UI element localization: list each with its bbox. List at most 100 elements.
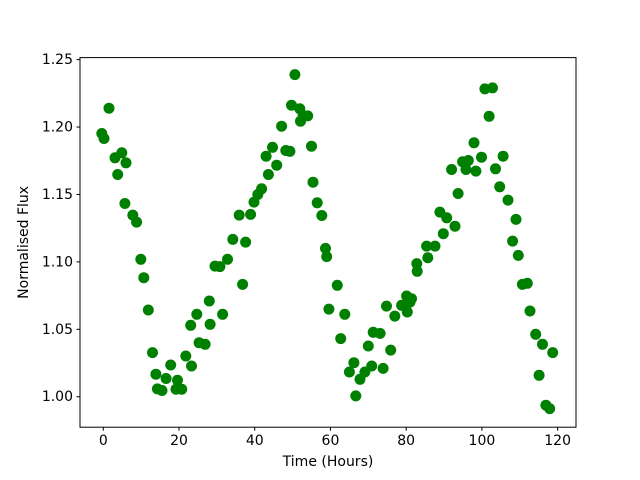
x-tick-label: 120 xyxy=(544,433,571,449)
data-point xyxy=(302,110,314,122)
data-point xyxy=(343,366,355,378)
data-point xyxy=(147,347,158,359)
data-point xyxy=(494,181,506,193)
data-point xyxy=(138,272,150,284)
data-point xyxy=(276,120,288,132)
data-point xyxy=(116,147,128,159)
data-point xyxy=(411,265,423,277)
data-point xyxy=(199,338,211,350)
data-point xyxy=(245,208,257,220)
data-point xyxy=(510,213,522,225)
data-point xyxy=(362,340,374,352)
data-point xyxy=(233,209,245,221)
data-point xyxy=(401,306,413,318)
data-point xyxy=(306,140,317,152)
data-point xyxy=(446,164,458,175)
data-point xyxy=(530,328,542,340)
y-tick-label: 1.00 xyxy=(42,389,73,405)
data-point xyxy=(289,69,301,81)
data-point xyxy=(452,188,464,199)
data-point xyxy=(307,176,319,188)
y-tick-label: 1.10 xyxy=(42,254,73,270)
y-axis-label: Normalised Flux xyxy=(16,186,32,299)
y-tick-label: 1.25 xyxy=(42,52,73,68)
data-point xyxy=(98,133,110,144)
data-point xyxy=(490,163,501,175)
data-point xyxy=(521,277,533,289)
data-point xyxy=(497,150,509,162)
y-tick-label: 1.05 xyxy=(42,322,73,338)
data-point xyxy=(544,403,556,415)
points-layer xyxy=(96,69,559,415)
data-point xyxy=(260,150,272,162)
data-point xyxy=(237,278,249,290)
data-point xyxy=(176,383,188,395)
data-point xyxy=(316,210,328,221)
data-point xyxy=(191,308,203,320)
data-point xyxy=(311,197,323,209)
data-point xyxy=(320,242,331,254)
data-point xyxy=(547,347,559,359)
data-point xyxy=(487,82,498,94)
data-point xyxy=(203,295,215,307)
data-point xyxy=(406,293,417,305)
data-point xyxy=(112,169,124,180)
data-point xyxy=(335,333,347,345)
data-point xyxy=(284,145,296,157)
data-point xyxy=(533,369,545,381)
x-tick-label: 40 xyxy=(246,433,264,449)
data-point xyxy=(449,220,461,232)
data-point xyxy=(350,390,362,402)
data-point xyxy=(366,360,378,372)
x-tick-label: 0 xyxy=(99,433,108,449)
data-point xyxy=(422,252,434,264)
data-point xyxy=(160,373,172,384)
data-point xyxy=(227,233,239,245)
data-point xyxy=(381,300,392,312)
data-point xyxy=(256,183,268,195)
data-point xyxy=(512,249,524,261)
data-point xyxy=(377,362,389,374)
x-axis-label: Time (Hours) xyxy=(282,454,374,470)
data-point xyxy=(348,357,360,369)
data-point xyxy=(156,385,168,396)
data-point xyxy=(262,169,274,180)
data-point xyxy=(103,102,115,114)
data-point xyxy=(120,157,132,169)
data-point xyxy=(267,141,278,153)
data-point xyxy=(321,251,333,263)
data-point xyxy=(240,236,252,248)
x-tick-label: 60 xyxy=(322,433,340,449)
x-tick-label: 80 xyxy=(397,433,415,449)
x-tick-label: 20 xyxy=(170,433,188,449)
data-point xyxy=(185,319,197,331)
data-point xyxy=(460,164,472,175)
data-point xyxy=(374,327,386,339)
data-point xyxy=(429,240,441,252)
x-tick-label: 100 xyxy=(469,433,496,449)
data-point xyxy=(214,261,226,273)
data-point xyxy=(385,344,397,356)
data-point xyxy=(462,155,474,166)
ticks-layer: 0 20 40 60 80 100 120 1.00 1.05 1.10 1.15 1.20 1.25 xyxy=(42,52,571,449)
data-point xyxy=(537,338,548,350)
data-point xyxy=(524,305,536,317)
data-point xyxy=(150,368,162,380)
data-point xyxy=(131,216,143,228)
data-point xyxy=(323,303,335,315)
data-point xyxy=(165,359,177,371)
data-point xyxy=(135,253,147,265)
y-tick-label: 1.20 xyxy=(42,120,73,136)
data-point xyxy=(507,235,519,247)
data-point xyxy=(119,198,131,209)
data-point xyxy=(421,240,433,252)
y-tick-label: 1.15 xyxy=(42,187,73,203)
data-point xyxy=(389,310,401,322)
data-point xyxy=(441,212,453,224)
data-point xyxy=(339,308,351,320)
data-point xyxy=(502,194,514,206)
data-point xyxy=(217,308,229,320)
data-point xyxy=(437,228,449,240)
